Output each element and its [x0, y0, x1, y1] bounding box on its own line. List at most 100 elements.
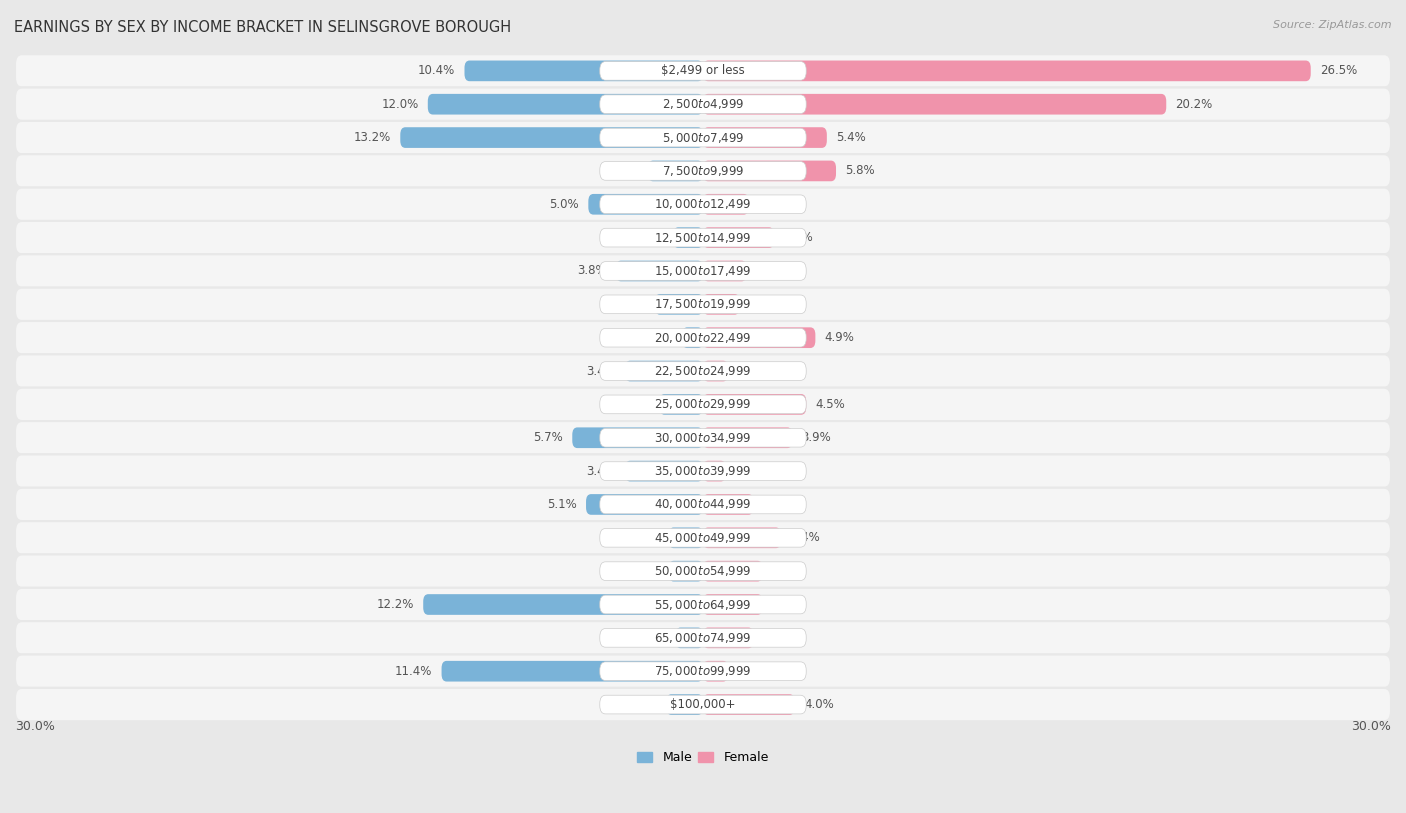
- FancyBboxPatch shape: [15, 221, 1391, 254]
- FancyBboxPatch shape: [464, 60, 703, 81]
- FancyBboxPatch shape: [703, 561, 762, 581]
- FancyBboxPatch shape: [600, 628, 806, 647]
- FancyBboxPatch shape: [600, 662, 806, 680]
- FancyBboxPatch shape: [15, 121, 1391, 154]
- FancyBboxPatch shape: [600, 528, 806, 547]
- FancyBboxPatch shape: [703, 661, 728, 681]
- Text: $12,500 to $14,999: $12,500 to $14,999: [654, 231, 752, 245]
- FancyBboxPatch shape: [703, 461, 725, 481]
- Text: 1.9%: 1.9%: [620, 398, 650, 411]
- Text: $22,500 to $24,999: $22,500 to $24,999: [654, 364, 752, 378]
- FancyBboxPatch shape: [703, 628, 754, 648]
- FancyBboxPatch shape: [401, 127, 703, 148]
- FancyBboxPatch shape: [600, 128, 806, 147]
- Text: 1.1%: 1.1%: [737, 665, 768, 678]
- Text: $55,000 to $64,999: $55,000 to $64,999: [654, 598, 752, 611]
- FancyBboxPatch shape: [15, 688, 1391, 721]
- Text: 4.5%: 4.5%: [815, 398, 845, 411]
- Text: $65,000 to $74,999: $65,000 to $74,999: [654, 631, 752, 645]
- Legend: Male, Female: Male, Female: [633, 746, 773, 769]
- FancyBboxPatch shape: [15, 388, 1391, 421]
- FancyBboxPatch shape: [600, 262, 806, 280]
- FancyBboxPatch shape: [703, 60, 1310, 81]
- Text: 12.2%: 12.2%: [377, 598, 413, 611]
- Text: 13.2%: 13.2%: [354, 131, 391, 144]
- FancyBboxPatch shape: [15, 354, 1391, 388]
- Text: 4.9%: 4.9%: [824, 331, 855, 344]
- FancyBboxPatch shape: [669, 528, 703, 548]
- FancyBboxPatch shape: [441, 661, 703, 681]
- FancyBboxPatch shape: [703, 93, 1166, 115]
- FancyBboxPatch shape: [626, 461, 703, 481]
- FancyBboxPatch shape: [15, 154, 1391, 188]
- Text: $45,000 to $49,999: $45,000 to $49,999: [654, 531, 752, 545]
- Text: 5.4%: 5.4%: [837, 131, 866, 144]
- Text: 20.2%: 20.2%: [1175, 98, 1213, 111]
- Text: $25,000 to $29,999: $25,000 to $29,999: [654, 398, 752, 411]
- FancyBboxPatch shape: [600, 228, 806, 247]
- FancyBboxPatch shape: [15, 321, 1391, 354]
- FancyBboxPatch shape: [703, 228, 775, 248]
- FancyBboxPatch shape: [15, 88, 1391, 121]
- Text: 3.4%: 3.4%: [790, 532, 820, 544]
- Text: $2,500 to $4,999: $2,500 to $4,999: [662, 98, 744, 111]
- FancyBboxPatch shape: [703, 594, 762, 615]
- FancyBboxPatch shape: [703, 361, 728, 381]
- FancyBboxPatch shape: [675, 628, 703, 648]
- Text: 5.8%: 5.8%: [845, 164, 875, 177]
- FancyBboxPatch shape: [666, 694, 703, 715]
- Text: 1.6%: 1.6%: [627, 698, 657, 711]
- FancyBboxPatch shape: [600, 562, 806, 580]
- FancyBboxPatch shape: [600, 495, 806, 514]
- Text: $20,000 to $22,499: $20,000 to $22,499: [654, 331, 752, 345]
- FancyBboxPatch shape: [15, 254, 1391, 288]
- FancyBboxPatch shape: [15, 188, 1391, 221]
- FancyBboxPatch shape: [703, 494, 754, 515]
- FancyBboxPatch shape: [572, 428, 703, 448]
- FancyBboxPatch shape: [673, 228, 703, 248]
- Text: 0.91%: 0.91%: [636, 331, 673, 344]
- Text: EARNINGS BY SEX BY INCOME BRACKET IN SELINSGROVE BOROUGH: EARNINGS BY SEX BY INCOME BRACKET IN SEL…: [14, 20, 512, 35]
- FancyBboxPatch shape: [600, 428, 806, 447]
- Text: 3.1%: 3.1%: [783, 231, 813, 244]
- FancyBboxPatch shape: [600, 162, 806, 180]
- FancyBboxPatch shape: [659, 394, 703, 415]
- FancyBboxPatch shape: [600, 295, 806, 314]
- Text: $5,000 to $7,499: $5,000 to $7,499: [662, 131, 744, 145]
- FancyBboxPatch shape: [600, 462, 806, 480]
- Text: $40,000 to $44,999: $40,000 to $44,999: [654, 498, 752, 511]
- Text: $75,000 to $99,999: $75,000 to $99,999: [654, 664, 752, 678]
- FancyBboxPatch shape: [588, 194, 703, 215]
- Text: 2.4%: 2.4%: [609, 164, 638, 177]
- FancyBboxPatch shape: [703, 194, 749, 215]
- Text: 5.1%: 5.1%: [547, 498, 576, 511]
- FancyBboxPatch shape: [703, 261, 747, 281]
- Text: Source: ZipAtlas.com: Source: ZipAtlas.com: [1274, 20, 1392, 30]
- Text: 1.9%: 1.9%: [756, 264, 786, 277]
- FancyBboxPatch shape: [626, 361, 703, 381]
- Text: 3.4%: 3.4%: [586, 464, 616, 477]
- FancyBboxPatch shape: [600, 95, 806, 114]
- FancyBboxPatch shape: [15, 521, 1391, 554]
- FancyBboxPatch shape: [703, 328, 815, 348]
- FancyBboxPatch shape: [703, 161, 837, 181]
- FancyBboxPatch shape: [15, 421, 1391, 454]
- FancyBboxPatch shape: [703, 127, 827, 148]
- Text: 5.0%: 5.0%: [550, 198, 579, 211]
- FancyBboxPatch shape: [682, 328, 703, 348]
- Text: $7,500 to $9,999: $7,500 to $9,999: [662, 164, 744, 178]
- FancyBboxPatch shape: [600, 362, 806, 380]
- Text: 26.5%: 26.5%: [1320, 64, 1357, 77]
- FancyBboxPatch shape: [600, 62, 806, 80]
- Text: 3.4%: 3.4%: [586, 364, 616, 377]
- FancyBboxPatch shape: [616, 261, 703, 281]
- Text: 1.3%: 1.3%: [634, 231, 664, 244]
- Text: 12.0%: 12.0%: [381, 98, 419, 111]
- FancyBboxPatch shape: [15, 588, 1391, 621]
- Text: 30.0%: 30.0%: [15, 720, 55, 733]
- Text: 30.0%: 30.0%: [1351, 720, 1391, 733]
- FancyBboxPatch shape: [600, 695, 806, 714]
- FancyBboxPatch shape: [600, 595, 806, 614]
- FancyBboxPatch shape: [15, 488, 1391, 521]
- FancyBboxPatch shape: [427, 93, 703, 115]
